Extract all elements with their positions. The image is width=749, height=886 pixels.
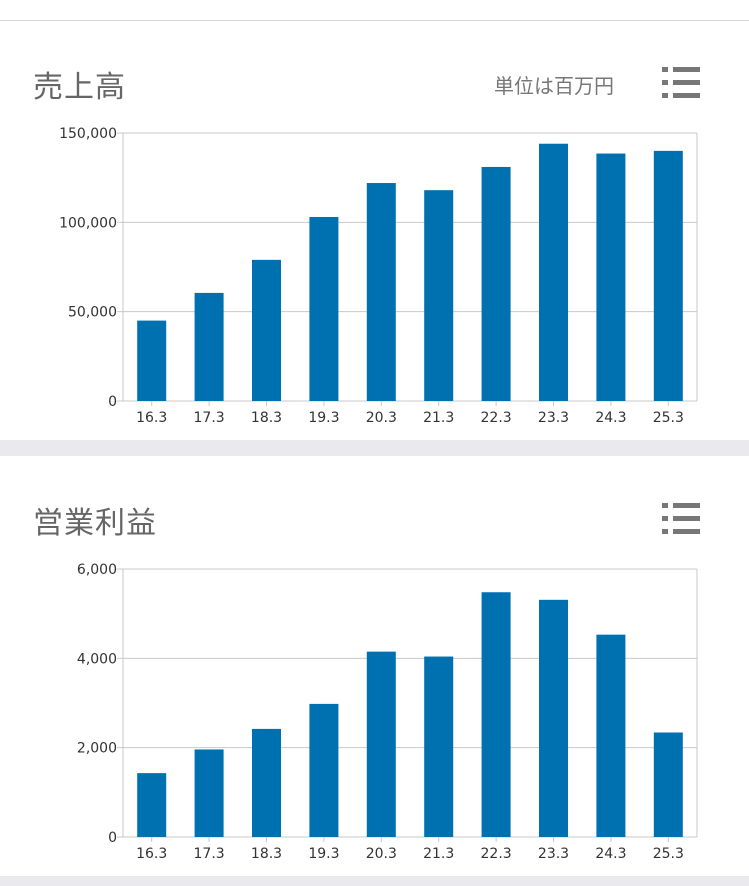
bar[interactable] (539, 599, 568, 837)
profit-card: 営業利益 0 2,000 4,000 6,000 16.3 17.3 18.3 19.3 20.… (0, 456, 749, 876)
x-tick-label: 18.3 (251, 846, 282, 862)
x-tick-label: 16.3 (136, 410, 167, 426)
profit-chart: 0 2,000 4,000 6,000 16.3 17.3 18.3 19.3 20.3 21.3… (77, 562, 698, 862)
bar[interactable] (653, 150, 683, 401)
x-tick-label: 17.3 (194, 846, 225, 862)
bar[interactable] (596, 634, 626, 837)
x-tick-label: 20.3 (366, 846, 397, 862)
y-tick-label: 0 (108, 830, 117, 846)
x-tick-label: 25.3 (653, 410, 684, 426)
profit-title: 営業利益 (33, 506, 157, 541)
sales-title: 売上高 (33, 70, 126, 105)
sales-chart: 0 50,000 100,000 150,000 16.3 17.3 18.3 19.3 20.… (59, 126, 698, 426)
x-tick-label: 16.3 (136, 846, 167, 862)
list-icon[interactable] (662, 503, 700, 535)
y-tick-label: 50,000 (68, 305, 117, 321)
bar[interactable] (252, 259, 281, 401)
x-tick-label: 18.3 (251, 410, 282, 426)
y-tick-label: 4,000 (77, 651, 117, 667)
bar[interactable] (194, 292, 224, 401)
list-icon[interactable] (662, 67, 700, 99)
bar[interactable] (539, 143, 568, 401)
divider (0, 20, 749, 21)
bar[interactable] (424, 190, 454, 401)
unit-note: 単位は百万円 (494, 74, 614, 98)
x-tick-label: 24.3 (595, 410, 626, 426)
y-tick-label: 0 (108, 394, 117, 410)
y-tick-label: 6,000 (77, 562, 117, 578)
sales-card: 売上高 単位は百万円 0 50,000 100,000 150,000 16.3 17.3… (0, 0, 749, 440)
x-tick-label: 22.3 (481, 410, 512, 426)
x-tick-label: 17.3 (194, 410, 225, 426)
x-tick-label: 23.3 (538, 410, 569, 426)
bar[interactable] (137, 320, 167, 401)
bar[interactable] (366, 183, 396, 401)
x-tick-label: 21.3 (423, 410, 454, 426)
x-tick-label: 19.3 (308, 410, 339, 426)
bar[interactable] (596, 153, 626, 401)
x-tick-label: 21.3 (423, 846, 454, 862)
x-tick-label: 25.3 (653, 846, 684, 862)
bar[interactable] (653, 732, 683, 837)
y-tick-label: 150,000 (59, 126, 117, 142)
bar[interactable] (252, 728, 281, 837)
y-tick-label: 100,000 (59, 215, 117, 231)
x-tick-label: 24.3 (595, 846, 626, 862)
bar[interactable] (424, 656, 454, 837)
bar[interactable] (309, 216, 339, 401)
bar[interactable] (481, 592, 511, 837)
x-tick-label: 19.3 (308, 846, 339, 862)
bar[interactable] (194, 749, 224, 837)
bar[interactable] (481, 166, 511, 401)
bar[interactable] (309, 703, 339, 837)
x-tick-label: 23.3 (538, 846, 569, 862)
x-tick-label: 22.3 (481, 846, 512, 862)
y-tick-label: 2,000 (77, 741, 117, 757)
bar[interactable] (137, 773, 167, 837)
bar[interactable] (366, 651, 396, 837)
x-tick-label: 20.3 (366, 410, 397, 426)
